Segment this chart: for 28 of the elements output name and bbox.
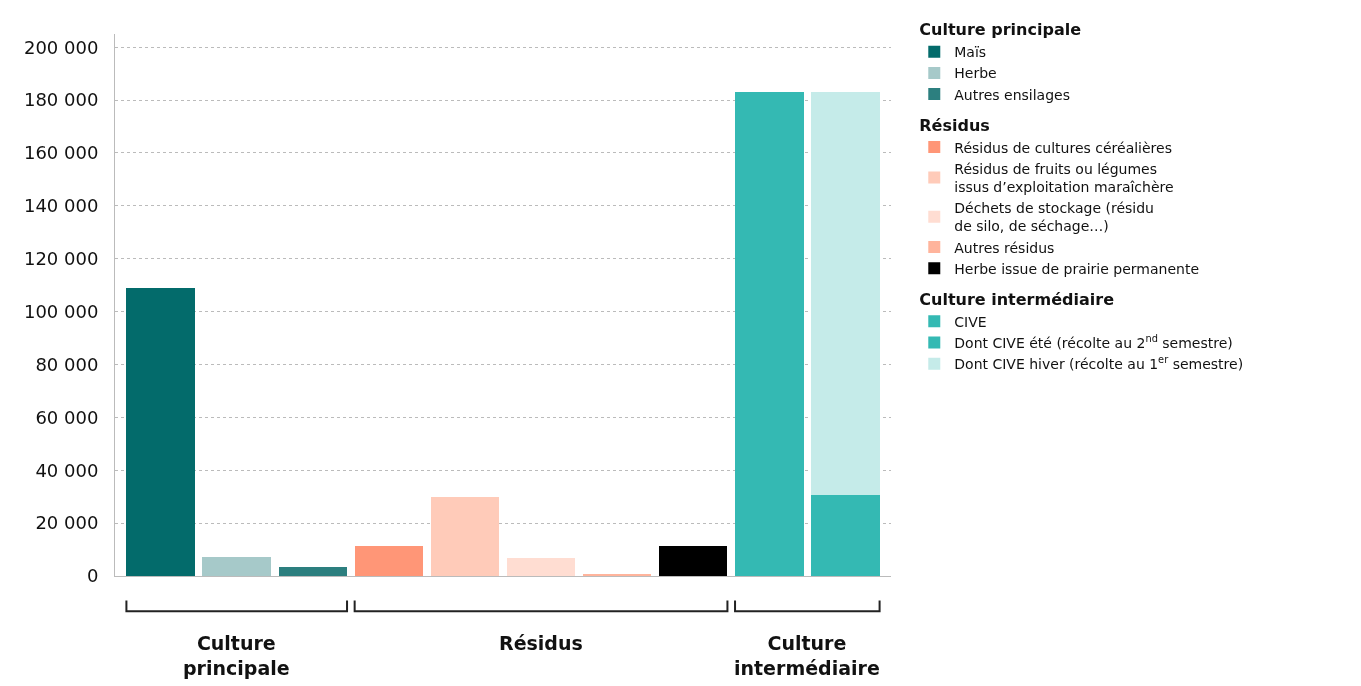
text: Culture intermédiaire [919, 290, 1115, 310]
legend-label: Herbe [954, 65, 997, 82]
text: Culture principale [183, 632, 290, 679]
legend-label: Dont CIVE été (récolte au 2$^{nd}$ semestre) [954, 333, 1233, 351]
y-tick-label: 40 000 [35, 459, 99, 481]
y-tick-label: 100 000 [23, 300, 99, 322]
text: Résidus [499, 632, 583, 654]
text: Culture principale [919, 20, 1082, 40]
y-tick-label: 120 000 [23, 248, 99, 270]
y-tick-label: 60 000 [35, 406, 99, 428]
y-tick-label: 200 000 [23, 36, 99, 58]
y-tick-label: 20 000 [35, 512, 99, 534]
legend-label: Résidus de fruits ou légumes issus d’exploitation maraîchère [954, 160, 1174, 195]
legend-label: Herbe issue de prairie permanente [954, 260, 1200, 277]
y-tick-label: 80 000 [35, 353, 99, 375]
legend-label: Autres résidus [954, 239, 1055, 256]
legend-label: Dont CIVE hiver (récolte au 1$^{er}$ semestre) [954, 354, 1244, 373]
y-tick-label: 0 [86, 565, 99, 587]
legend-label: Déchets de stockage (résidu de silo, de séchage…) [954, 200, 1154, 235]
text: Culture intermédiaire [734, 632, 880, 679]
y-tick-label: 140 000 [23, 195, 99, 217]
legend-label: Résidus de cultures céréalières [954, 139, 1172, 156]
y-tick-label: 180 000 [23, 89, 99, 111]
legend-label: Autres ensilages [954, 86, 1070, 103]
legend-label: CIVE [954, 313, 987, 330]
y-tick-label: 160 000 [23, 142, 99, 164]
text: Résidus [919, 115, 990, 135]
legend-label: Maïs [954, 44, 987, 61]
